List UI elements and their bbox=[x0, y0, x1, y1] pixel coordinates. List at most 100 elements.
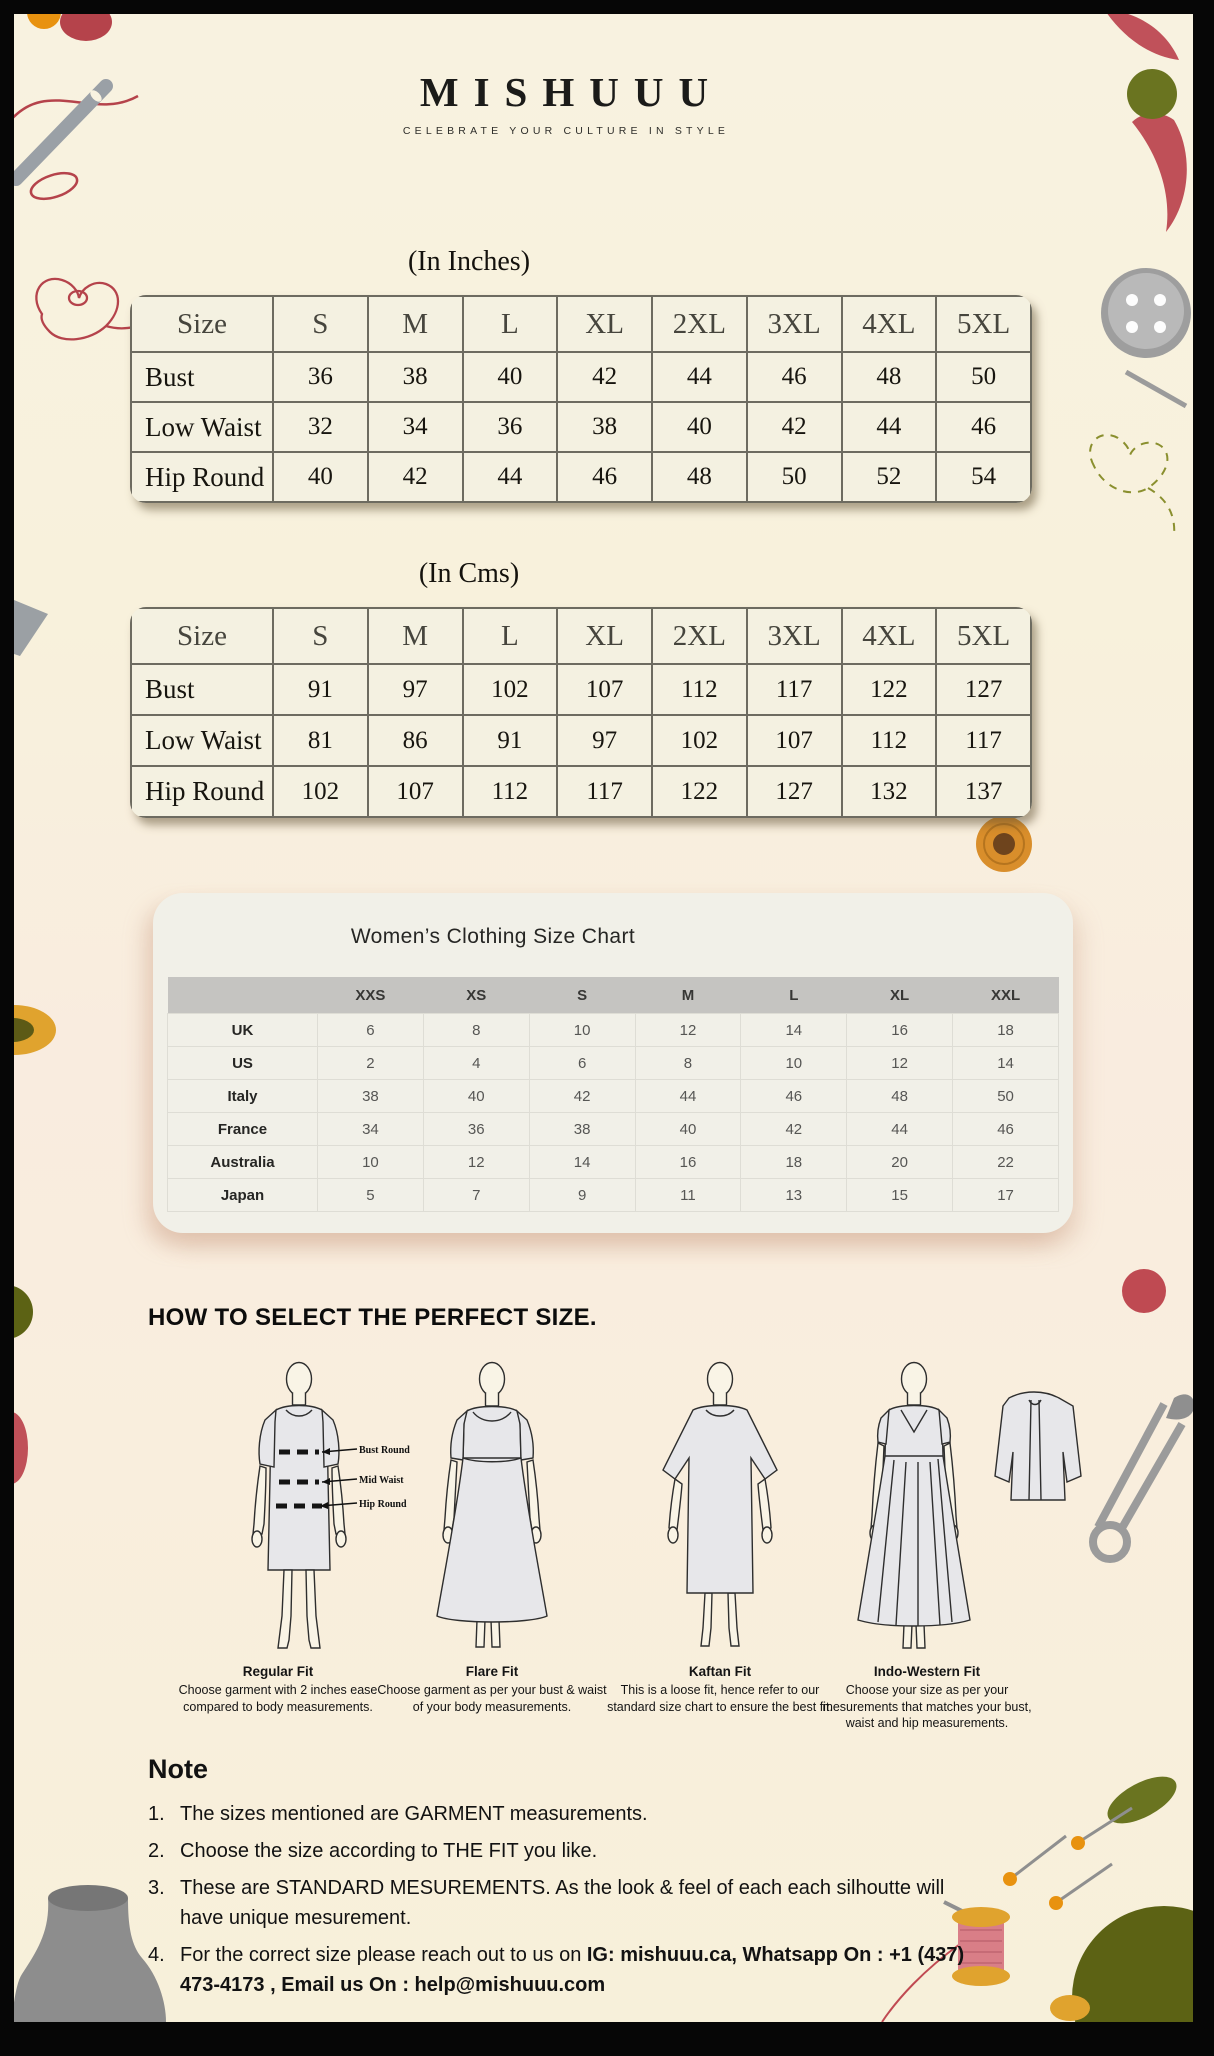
size-value-cell: 137 bbox=[935, 765, 1032, 818]
kaftan-fit-figure bbox=[662, 1361, 778, 1647]
column-header: S bbox=[529, 977, 636, 1014]
size-value-cell: 81 bbox=[272, 714, 369, 767]
column-header: L bbox=[740, 977, 847, 1014]
table-row: Low Waist 81 86 91 97 102 107 112 117 bbox=[130, 714, 1032, 767]
size-value-cell: 12 bbox=[846, 1046, 954, 1080]
inches-size-table: Size S M L XL 2XL 3XL 4XL 5XL Bust 36 38 40 42 44 46 48 5… bbox=[130, 295, 1032, 503]
column-header bbox=[167, 977, 318, 1014]
size-value-cell: 36 bbox=[461, 401, 559, 453]
row-label: France bbox=[167, 1112, 318, 1146]
size-value-cell: 4 bbox=[422, 1046, 530, 1080]
size-value-cell: 17 bbox=[952, 1178, 1059, 1212]
brand-tagline: CELEBRATE YOUR CULTURE IN STYLE bbox=[402, 125, 730, 137]
note-heading: Note bbox=[148, 1754, 208, 1784]
size-value-cell: 36 bbox=[422, 1112, 530, 1146]
fit-label-indo-western: Indo-Western Fit Choose your size as per… bbox=[812, 1664, 1042, 1732]
note-list: 1. The sizes mentioned are GARMENT measur… bbox=[148, 1799, 978, 2000]
size-value-cell: 7 bbox=[422, 1178, 530, 1212]
size-value-cell: 112 bbox=[461, 765, 559, 818]
size-value-cell: 2 bbox=[317, 1046, 424, 1080]
table-row: Hip Round 40 42 44 46 48 50 52 54 bbox=[130, 451, 1032, 503]
size-value-cell: 44 bbox=[461, 451, 559, 503]
row-label: Low Waist bbox=[130, 401, 274, 453]
size-value-cell: 22 bbox=[952, 1145, 1059, 1179]
size-value-cell: 132 bbox=[840, 765, 938, 818]
size-value-cell: 44 bbox=[651, 351, 748, 403]
inches-table-title: (In Inches) bbox=[407, 246, 531, 277]
table-row: Bust 91 97 102 107 112 117 122 127 bbox=[130, 663, 1032, 716]
table-row: Italy 38 40 42 44 46 48 50 bbox=[167, 1079, 1059, 1113]
fit-name: Indo-Western Fit bbox=[873, 1664, 981, 1679]
size-value-cell: 46 bbox=[952, 1112, 1059, 1146]
size-value-cell: 8 bbox=[634, 1046, 742, 1080]
size-value-cell: 44 bbox=[634, 1079, 742, 1113]
size-value-cell: 97 bbox=[366, 663, 464, 716]
row-label: Low Waist bbox=[130, 714, 274, 767]
size-value-cell: 14 bbox=[528, 1145, 636, 1179]
row-label: Hip Round bbox=[130, 765, 274, 818]
size-chart-canvas: MISHUUU CELEBRATE YOUR CULTURE IN STYLE … bbox=[14, 14, 1193, 2022]
fit-name: Kaftan Fit bbox=[688, 1664, 752, 1679]
size-value-cell: 10 bbox=[528, 1013, 636, 1047]
size-value-cell: 46 bbox=[556, 451, 653, 503]
fit-description: Choose your size as per your mesurements… bbox=[822, 1683, 1032, 1731]
fit-description: Choose garment as per your bust & waist … bbox=[377, 1683, 607, 1714]
size-value-cell: 14 bbox=[952, 1046, 1059, 1080]
size-value-cell: 52 bbox=[840, 451, 938, 503]
size-value-cell: 54 bbox=[935, 451, 1032, 503]
row-label: Australia bbox=[167, 1145, 318, 1179]
size-value-cell: 10 bbox=[740, 1046, 848, 1080]
size-value-cell: 15 bbox=[846, 1178, 954, 1212]
olive-halfdisc-icon bbox=[14, 1286, 33, 1338]
column-header: XL bbox=[556, 607, 653, 665]
size-value-cell: 122 bbox=[840, 663, 938, 716]
size-value-cell: 117 bbox=[556, 765, 653, 818]
size-value-cell: 18 bbox=[740, 1145, 848, 1179]
size-value-cell: 12 bbox=[422, 1145, 530, 1179]
svg-text:Bust Round: Bust Round bbox=[359, 1445, 410, 1456]
size-value-cell: 40 bbox=[634, 1112, 742, 1146]
indo-western-fit-figure bbox=[857, 1361, 1082, 1649]
note-item-text: The sizes mentioned are GARMENT measurem… bbox=[180, 1803, 648, 1825]
fit-description: Choose garment with 2 inches ease compar… bbox=[178, 1683, 378, 1714]
column-header: XL bbox=[556, 295, 653, 353]
column-header: Size bbox=[130, 607, 274, 665]
column-header: L bbox=[461, 607, 559, 665]
svg-text:Mid Waist: Mid Waist bbox=[359, 1475, 404, 1486]
note-item-number: 2. bbox=[148, 1840, 165, 1862]
brand-header: MISHUUU CELEBRATE YOUR CULTURE IN STYLE bbox=[14, 68, 1114, 137]
svg-text:Hip Round: Hip Round bbox=[359, 1499, 407, 1510]
size-value-cell: 102 bbox=[651, 714, 748, 767]
table-row: UK 6 8 10 12 14 16 18 bbox=[167, 1013, 1059, 1047]
row-label: Japan bbox=[167, 1178, 318, 1212]
size-value-cell: 9 bbox=[528, 1178, 636, 1212]
size-value-cell: 102 bbox=[272, 765, 369, 818]
size-value-cell: 107 bbox=[745, 714, 843, 767]
cms-table-panel: Size S M L XL 2XL 3XL 4XL 5XL Bust 91 97 102 107 112 11… bbox=[130, 607, 1032, 818]
size-value-cell: 91 bbox=[272, 663, 369, 716]
sewing-button-icon bbox=[1101, 268, 1191, 409]
size-value-cell: 86 bbox=[366, 714, 464, 767]
table-row: Japan 5 7 9 11 13 15 17 bbox=[167, 1178, 1059, 1212]
column-header: 2XL bbox=[651, 607, 748, 665]
size-value-cell: 11 bbox=[634, 1178, 742, 1212]
note-item: 4. For the correct size please reach out … bbox=[148, 1940, 978, 2000]
note-item: 1. The sizes mentioned are GARMENT measur… bbox=[148, 1799, 978, 1829]
size-value-cell: 117 bbox=[745, 663, 843, 716]
table-row: US 2 4 6 8 10 12 14 bbox=[167, 1046, 1059, 1080]
size-value-cell: 42 bbox=[366, 451, 464, 503]
pin-heads-icon bbox=[1003, 1806, 1133, 1910]
leaf-icon bbox=[1107, 1776, 1177, 1824]
fit-name: Regular Fit bbox=[242, 1664, 314, 1679]
note-item: 3. These are STANDARD MESUREMENTS. As the… bbox=[148, 1873, 978, 1933]
size-value-cell: 34 bbox=[366, 401, 464, 453]
size-value-cell: 122 bbox=[651, 765, 748, 818]
size-value-cell: 12 bbox=[634, 1013, 742, 1047]
size-value-cell: 38 bbox=[366, 351, 464, 403]
note-section: Note 1. The sizes mentioned are GARMENT m… bbox=[148, 1754, 978, 2007]
brand-logo: MISHUUU bbox=[419, 69, 724, 115]
size-value-cell: 117 bbox=[935, 714, 1032, 767]
dashed-thread-heart-icon bbox=[1089, 433, 1176, 537]
column-header: S bbox=[272, 295, 369, 353]
fabric-shard-icon bbox=[14, 600, 48, 656]
